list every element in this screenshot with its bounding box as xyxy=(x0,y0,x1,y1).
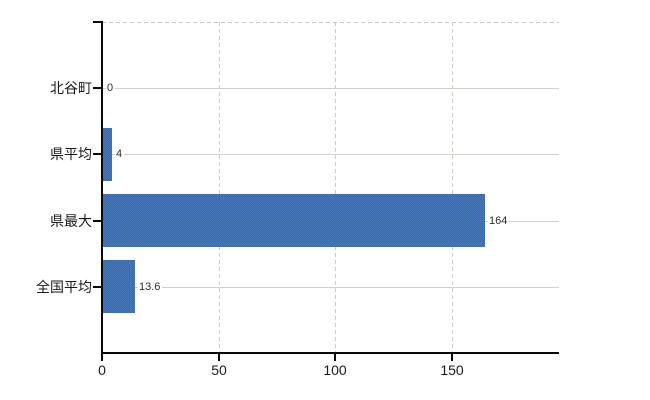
x-tick xyxy=(218,354,220,361)
plot-top-border xyxy=(102,22,559,23)
value-gridline xyxy=(218,22,220,353)
bar xyxy=(103,128,112,181)
bar xyxy=(103,260,135,313)
x-tick xyxy=(451,354,453,361)
x-tick-label: 150 xyxy=(440,362,464,378)
category-gridline xyxy=(103,287,559,288)
x-tick-label: 0 xyxy=(98,362,106,378)
y-axis-line xyxy=(101,21,103,353)
category-gridline xyxy=(103,154,559,155)
category-tick xyxy=(93,220,102,222)
bar-value-label: 164 xyxy=(488,214,510,228)
bar-value-label: 0 xyxy=(106,81,116,95)
category-label: 全国平均 xyxy=(36,279,92,295)
category-gridline xyxy=(103,88,559,89)
value-gridline xyxy=(451,22,453,353)
category-label: 県平均 xyxy=(50,146,92,162)
x-tick xyxy=(101,354,103,361)
x-axis-line xyxy=(101,352,559,354)
category-label: 北谷町 xyxy=(50,80,92,96)
bar-value-label: 13.6 xyxy=(138,280,163,294)
category-tick xyxy=(93,87,102,89)
bar xyxy=(103,194,485,247)
category-axis-top-tick xyxy=(93,21,102,23)
category-label: 県最大 xyxy=(50,213,92,229)
x-tick-label: 100 xyxy=(323,362,347,378)
value-gridline xyxy=(335,22,337,353)
x-tick-label: 50 xyxy=(211,362,227,378)
category-tick xyxy=(93,286,102,288)
x-tick xyxy=(334,354,336,361)
bar-value-label: 4 xyxy=(115,147,125,161)
category-tick xyxy=(93,153,102,155)
